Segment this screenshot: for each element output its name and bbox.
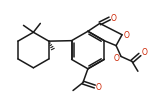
Text: O: O bbox=[111, 14, 117, 23]
Text: O: O bbox=[113, 54, 119, 63]
Text: O: O bbox=[142, 48, 148, 57]
Text: O: O bbox=[124, 31, 130, 40]
Text: O: O bbox=[96, 83, 102, 92]
